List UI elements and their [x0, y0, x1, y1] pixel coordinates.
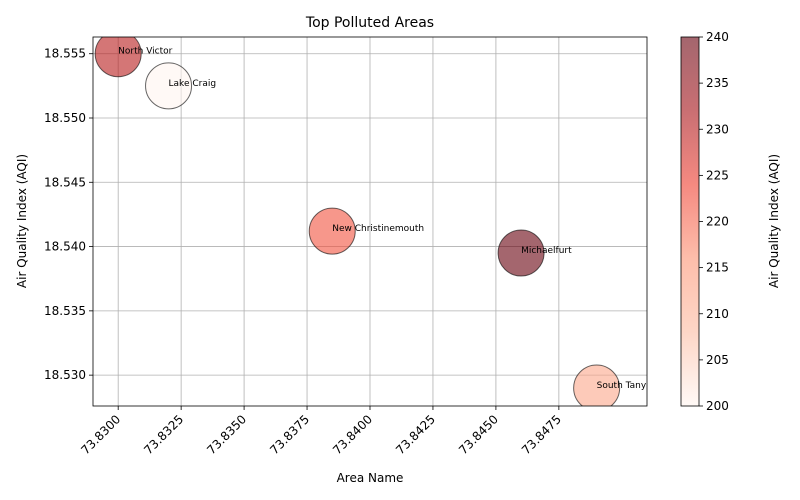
colorbar-tick-label: 215 — [706, 261, 729, 275]
point-label: Lake Craig — [169, 79, 217, 89]
x-tick-label: 73.8350 — [204, 412, 249, 457]
point-label: Michaelfurt — [521, 246, 572, 256]
data-points — [94, 37, 621, 406]
colorbar-label: Air Quality Index (AQI) — [767, 154, 781, 288]
x-tick-label: 73.8425 — [393, 412, 438, 457]
grid — [93, 37, 647, 406]
y-axis-ticks: 18.530 18.535 18.540 18.545 18.550 18.555 — [44, 47, 93, 382]
data-point — [94, 37, 142, 78]
y-axis-label: Air Quality Index (AQI) — [15, 154, 29, 288]
data-point — [145, 62, 193, 110]
point-labels: North Victor Lake Craig New Christinemouth… — [118, 47, 647, 391]
data-point — [497, 229, 545, 277]
x-tick-label: 73.8450 — [456, 412, 501, 457]
colorbar-tick-label: 225 — [706, 168, 729, 182]
x-axis-label: Area Name — [337, 471, 404, 485]
x-tick-label: 73.8325 — [141, 412, 186, 457]
x-tick-label: 73.8300 — [78, 412, 123, 457]
data-point — [308, 207, 356, 255]
y-tick-label: 18.555 — [44, 47, 86, 61]
point-label: South Tany — [597, 381, 647, 391]
colorbar-gradient — [681, 37, 699, 406]
y-tick-label: 18.540 — [44, 240, 86, 254]
x-tick-label: 73.8475 — [519, 412, 564, 457]
x-axis-ticks: 73.8300 73.8325 73.8350 73.8375 73.8400 73.84… — [78, 406, 564, 457]
chart-title: Top Polluted Areas — [305, 15, 434, 31]
x-tick-label: 73.8375 — [267, 412, 312, 457]
data-point — [573, 364, 621, 406]
point-label: New Christinemouth — [332, 224, 424, 234]
x-tick-label: 73.8400 — [330, 412, 375, 457]
y-tick-label: 18.545 — [44, 175, 86, 189]
y-tick-label: 18.530 — [44, 368, 86, 382]
colorbar-tick-label: 230 — [706, 122, 729, 136]
y-tick-label: 18.550 — [44, 111, 86, 125]
colorbar-ticks: 200 205 210 215 220 225 230 235 240 — [699, 30, 729, 413]
colorbar: 200 205 210 215 220 225 230 235 240 Air Quality … — [680, 30, 781, 413]
colorbar-tick-label: 200 — [706, 399, 729, 413]
y-tick-label: 18.535 — [44, 304, 86, 318]
colorbar-tick-label: 220 — [706, 215, 729, 229]
colorbar-tick-label: 205 — [706, 353, 729, 367]
point-label: North Victor — [118, 47, 172, 57]
colorbar-tick-label: 235 — [706, 76, 729, 90]
colorbar-tick-label: 210 — [706, 307, 729, 321]
colorbar-tick-label: 240 — [706, 30, 729, 44]
